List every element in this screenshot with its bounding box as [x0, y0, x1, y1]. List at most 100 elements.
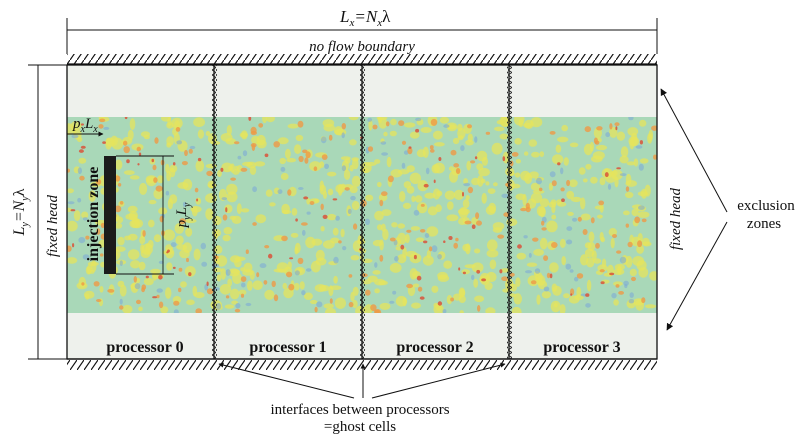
field-speckle — [156, 288, 163, 293]
field-speckle — [637, 233, 643, 243]
field-speckle — [446, 214, 459, 222]
field-speckle — [333, 275, 338, 284]
field-speckle — [625, 191, 634, 199]
field-speckle — [439, 117, 449, 124]
field-speckle — [114, 205, 122, 213]
field-speckle — [413, 254, 417, 260]
field-speckle — [325, 307, 336, 313]
field-speckle — [446, 294, 453, 305]
field-speckle — [405, 233, 410, 244]
field-speckle — [409, 172, 422, 184]
field-speckle — [609, 272, 615, 276]
field-speckle — [599, 269, 605, 273]
field-speckle — [184, 266, 196, 277]
field-speckle — [182, 178, 193, 191]
field-speckle — [419, 296, 425, 300]
field-speckle — [335, 215, 340, 221]
field-speckle — [637, 240, 643, 248]
field-speckle — [352, 299, 358, 309]
field-speckle — [160, 306, 169, 313]
field-speckle — [429, 145, 434, 150]
field-speckle — [582, 229, 588, 235]
field-speckle — [486, 249, 499, 258]
field-speckle — [277, 137, 289, 145]
field-speckle — [273, 294, 279, 302]
processor-label-3: processor 3 — [543, 339, 620, 356]
field-speckle — [226, 183, 238, 195]
field-speckle — [349, 186, 358, 194]
field-speckle — [561, 198, 565, 202]
field-speckle — [99, 253, 104, 257]
field-speckle — [515, 193, 526, 201]
field-speckle — [577, 216, 582, 222]
field-speckle — [78, 237, 86, 244]
field-speckle — [230, 255, 241, 263]
field-speckle — [530, 182, 541, 191]
field-speckle — [242, 161, 253, 167]
field-speckle — [541, 220, 545, 226]
field-speckle — [241, 282, 246, 288]
field-speckle — [533, 248, 544, 256]
field-speckle — [538, 187, 543, 192]
field-speckle — [303, 292, 313, 300]
field-speckle — [136, 146, 141, 152]
field-speckle — [123, 146, 130, 154]
field-speckle — [611, 292, 617, 299]
field-speckle — [629, 268, 637, 277]
field-speckle — [616, 167, 621, 170]
field-speckle — [114, 222, 123, 229]
field-speckle — [348, 117, 359, 121]
field-speckle — [394, 255, 399, 262]
field-speckle — [471, 224, 476, 229]
field-speckle — [566, 179, 571, 187]
field-speckle — [423, 183, 429, 188]
field-speckle — [476, 269, 481, 274]
field-speckle — [305, 236, 316, 249]
field-speckle — [96, 299, 102, 302]
field-speckle — [623, 210, 630, 216]
field-speckle — [232, 272, 242, 285]
field-speckle — [67, 207, 73, 213]
field-speckle — [443, 124, 450, 128]
exclusion-arrow-top — [660, 88, 728, 213]
field-speckle — [576, 273, 584, 279]
field-speckle — [450, 149, 457, 156]
field-speckle — [240, 267, 246, 272]
field-speckle — [413, 209, 420, 216]
field-speckle — [462, 199, 470, 209]
field-speckle — [310, 260, 321, 273]
field-speckle — [365, 194, 374, 202]
field-speckle — [379, 199, 384, 207]
field-speckle — [516, 252, 527, 260]
field-speckle — [285, 148, 291, 159]
bottom-boundary-hatch — [67, 360, 657, 370]
field-speckle — [417, 180, 429, 192]
field-speckle — [616, 131, 626, 141]
field-speckle — [171, 117, 183, 129]
field-speckle — [348, 301, 354, 308]
field-speckle — [597, 264, 608, 272]
field-speckle — [389, 237, 396, 242]
field-speckle — [486, 271, 497, 283]
field-speckle — [379, 302, 391, 310]
field-speckle — [397, 223, 406, 229]
field-speckle — [200, 242, 206, 250]
field-speckle — [246, 280, 253, 291]
field-speckle — [352, 286, 359, 296]
field-speckle — [222, 214, 228, 221]
field-speckle — [548, 201, 557, 208]
field-speckle — [549, 273, 553, 279]
field-speckle — [515, 158, 522, 164]
field-speckle — [349, 164, 354, 172]
field-speckle — [306, 211, 311, 215]
field-speckle — [205, 208, 214, 221]
field-speckle — [377, 224, 383, 231]
field-speckle — [291, 208, 298, 216]
field-speckle — [380, 141, 387, 145]
field-speckle — [259, 263, 267, 269]
field-speckle — [511, 306, 522, 313]
field-speckle — [301, 290, 306, 296]
field-speckle — [67, 168, 70, 173]
field-speckle — [194, 187, 199, 193]
field-speckle — [453, 293, 462, 301]
